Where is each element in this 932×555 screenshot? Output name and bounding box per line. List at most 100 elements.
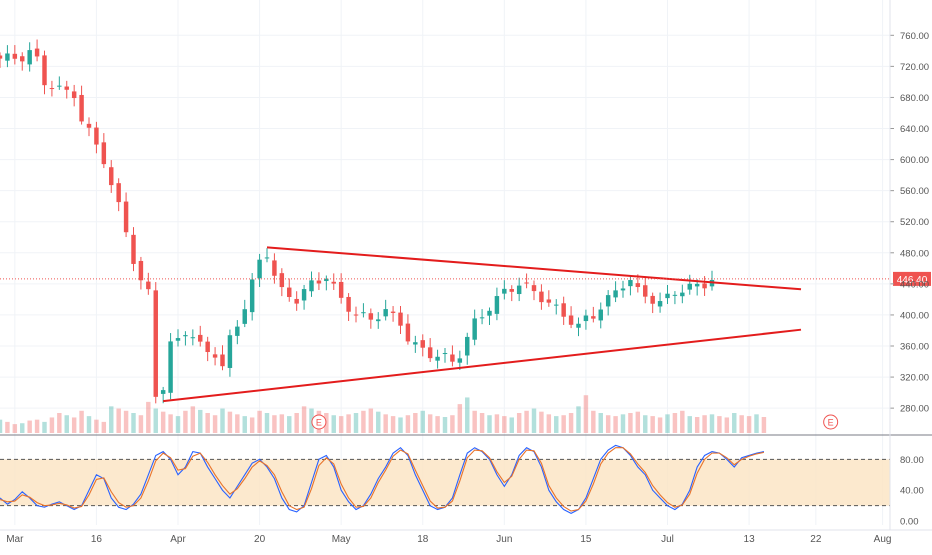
volume-bar xyxy=(190,406,196,433)
volume-bar xyxy=(301,406,307,433)
volume-bar xyxy=(561,415,566,433)
volume-bar xyxy=(123,410,129,433)
candle-body xyxy=(687,283,692,290)
volume-bar xyxy=(524,410,529,433)
volume-bar xyxy=(27,420,32,433)
volume-bar xyxy=(702,415,707,433)
volume-bar xyxy=(116,408,121,433)
volume-bar xyxy=(694,417,700,433)
volume-bar xyxy=(546,414,552,433)
time-tick-label: 13 xyxy=(744,534,756,545)
earnings-marker-label: E xyxy=(316,418,322,428)
volume-bar xyxy=(331,415,336,433)
volume-bar xyxy=(279,414,285,433)
volume-bar xyxy=(361,410,366,433)
volume-bar xyxy=(657,417,663,433)
candle-body xyxy=(131,234,136,264)
candle-body xyxy=(324,278,329,282)
volume-bar xyxy=(287,416,292,433)
candle-body xyxy=(5,53,10,61)
volume-bar xyxy=(739,415,744,433)
candle-body xyxy=(591,316,596,319)
candles xyxy=(0,39,715,404)
volume-bar xyxy=(598,413,603,433)
volume-bar xyxy=(465,397,470,433)
volume-bar xyxy=(398,417,403,433)
price-tick-label: 640.00 xyxy=(900,124,929,135)
volume-bar xyxy=(442,417,448,433)
time-tick-label: 15 xyxy=(580,534,592,545)
candle-body xyxy=(294,298,299,304)
candle-body xyxy=(509,289,514,292)
volume-bar xyxy=(20,423,25,433)
candle-body xyxy=(175,338,181,341)
volume-bar xyxy=(94,419,99,433)
price-tick-label: 440.00 xyxy=(900,279,929,290)
candle-body xyxy=(376,319,381,322)
time-tick-label: Mar xyxy=(6,534,24,545)
price-tick-label: 600.00 xyxy=(900,155,929,166)
candle-body xyxy=(34,48,40,57)
candle-body xyxy=(702,283,707,289)
candle-body xyxy=(494,296,500,314)
volume-bar xyxy=(368,408,374,433)
trendline-lower xyxy=(163,328,802,403)
stochastic-band xyxy=(0,459,890,506)
volume-bar xyxy=(435,416,440,433)
candle-body xyxy=(205,341,210,353)
time-tick-label: 18 xyxy=(417,534,429,545)
volume-bar xyxy=(272,415,277,433)
volume-bar xyxy=(138,415,144,433)
candle-body xyxy=(605,295,611,307)
volume-bar xyxy=(0,419,3,433)
volume-bar xyxy=(376,411,381,433)
candle-body xyxy=(524,282,529,284)
candle-body xyxy=(168,341,173,393)
volume-bar xyxy=(405,415,411,433)
trendlines xyxy=(163,246,802,403)
candle-body xyxy=(546,299,552,303)
volume-bar xyxy=(420,410,425,433)
candle-body xyxy=(301,289,307,301)
volume-bar xyxy=(472,410,477,433)
volume-bar xyxy=(665,414,670,433)
candle-body xyxy=(620,288,626,291)
volume-bar xyxy=(168,414,173,433)
candle-body xyxy=(309,280,314,292)
candle-body xyxy=(20,56,25,62)
candle-body xyxy=(650,295,655,304)
volume-bar xyxy=(427,414,433,433)
time-tick-label: 16 xyxy=(91,534,103,545)
volume-bar xyxy=(494,414,500,433)
volume-bar xyxy=(509,417,514,433)
volume-bar xyxy=(346,414,351,433)
earnings-marker-label: E xyxy=(828,418,834,428)
volume-bar xyxy=(338,416,344,433)
candle-body xyxy=(101,142,107,165)
candle-body xyxy=(643,285,648,297)
volume-bar xyxy=(531,408,537,433)
candle-body xyxy=(487,310,492,316)
volume-bars xyxy=(0,395,767,433)
candle-body xyxy=(272,260,277,276)
volume-bar xyxy=(650,416,655,433)
price-tick-label: 520.00 xyxy=(900,217,929,228)
volume-bar xyxy=(687,416,692,433)
candle-body xyxy=(153,290,158,397)
candle-body xyxy=(390,311,396,313)
volume-bar xyxy=(353,413,359,433)
volume-bar xyxy=(57,413,62,433)
candle-body xyxy=(12,53,18,59)
volume-bar xyxy=(643,415,648,433)
candle-body xyxy=(79,94,84,122)
candle-body xyxy=(613,290,618,298)
price-tick-label: 720.00 xyxy=(900,62,929,73)
gridlines xyxy=(0,0,890,525)
volume-bar xyxy=(71,417,77,433)
candle-body xyxy=(353,314,359,316)
candle-body xyxy=(368,313,374,320)
volume-bar xyxy=(264,413,270,433)
